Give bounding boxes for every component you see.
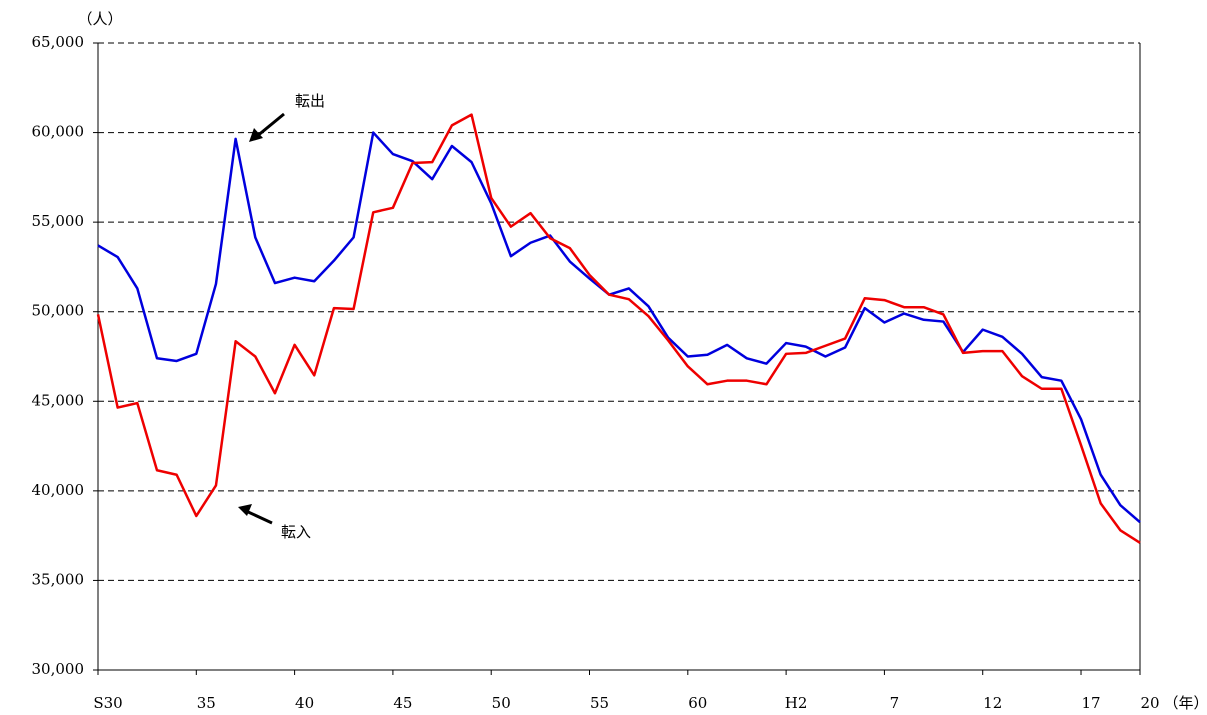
x-tick-label: 60 bbox=[688, 694, 707, 712]
y-tick-label: 35,000 bbox=[32, 570, 85, 588]
x-tick-label: 20 bbox=[1140, 694, 1159, 712]
arrow bbox=[249, 112, 285, 142]
y-tick-label: 50,000 bbox=[32, 302, 85, 320]
x-tick-label: 50 bbox=[492, 694, 511, 712]
y-tick-label: 45,000 bbox=[32, 391, 85, 409]
annotation: 転入 bbox=[281, 523, 311, 541]
y-tick-label: 60,000 bbox=[32, 123, 85, 141]
annotation: 転出 bbox=[295, 92, 325, 110]
x-tick-label: 40 bbox=[295, 694, 314, 712]
x-tick-label: S30 bbox=[93, 694, 122, 712]
x-tick-label: 7 bbox=[890, 694, 900, 712]
y-tick-label: 55,000 bbox=[32, 212, 85, 230]
x-tick-label: 17 bbox=[1081, 694, 1100, 712]
arrow bbox=[238, 504, 273, 525]
x-tick-label: H2 bbox=[785, 694, 808, 712]
y-axis-label: （人） bbox=[77, 10, 122, 28]
x-tick-label: 35 bbox=[197, 694, 216, 712]
x-axis-label: （年） bbox=[1163, 694, 1207, 712]
x-tick-label: 12 bbox=[983, 694, 1002, 712]
line bbox=[97, 131, 1141, 524]
x-tick-label: 55 bbox=[590, 694, 609, 712]
x-tick-label: 45 bbox=[393, 694, 412, 712]
y-tick-label: 40,000 bbox=[32, 481, 85, 499]
y-tick-label: 65,000 bbox=[32, 33, 85, 51]
line bbox=[96, 113, 1141, 544]
y-tick-label: 30,000 bbox=[32, 660, 85, 678]
